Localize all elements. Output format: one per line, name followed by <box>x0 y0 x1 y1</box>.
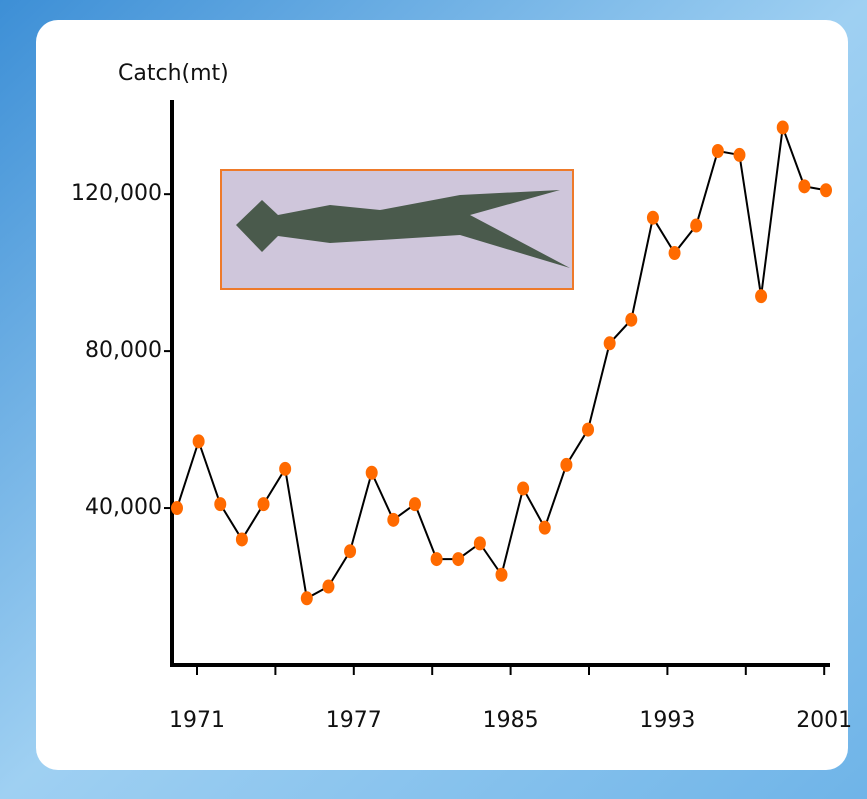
data-point <box>192 434 205 449</box>
data-point <box>755 289 768 304</box>
data-point <box>646 210 659 225</box>
data-point <box>625 312 638 327</box>
squid-photo <box>220 169 574 290</box>
x-tick-label: 2001 <box>796 708 852 733</box>
data-point <box>408 497 421 512</box>
data-point <box>279 461 292 476</box>
data-point <box>387 512 400 527</box>
data-point <box>560 457 573 472</box>
data-point <box>257 497 270 512</box>
data-point <box>668 246 681 261</box>
data-point <box>452 552 465 567</box>
data-point <box>300 591 313 606</box>
y-axis-label: Catch(mt) <box>118 61 229 86</box>
data-point <box>473 536 486 551</box>
data-point <box>495 567 508 582</box>
y-tick-label: 120,000 <box>71 181 162 206</box>
data-point <box>322 579 335 594</box>
x-tick-label: 1977 <box>326 708 382 733</box>
x-tick-label: 1985 <box>483 708 539 733</box>
data-point <box>582 422 595 437</box>
data-point <box>517 481 530 496</box>
panel <box>36 20 848 770</box>
data-point <box>430 552 443 567</box>
data-point <box>820 183 832 198</box>
x-tick-label: 1971 <box>169 708 225 733</box>
data-point <box>733 147 746 162</box>
data-point <box>711 144 724 159</box>
data-point <box>776 120 789 135</box>
data-point <box>344 544 357 559</box>
y-tick-label: 80,000 <box>85 338 162 363</box>
data-point <box>603 336 616 351</box>
data-point <box>214 497 227 512</box>
data-point <box>538 520 551 535</box>
data-point <box>690 218 703 233</box>
data-point <box>235 532 248 547</box>
x-tick-label: 1993 <box>639 708 695 733</box>
data-point <box>171 501 183 516</box>
y-tick-label: 40,000 <box>85 495 162 520</box>
data-point <box>365 465 378 480</box>
data-point <box>798 179 811 194</box>
